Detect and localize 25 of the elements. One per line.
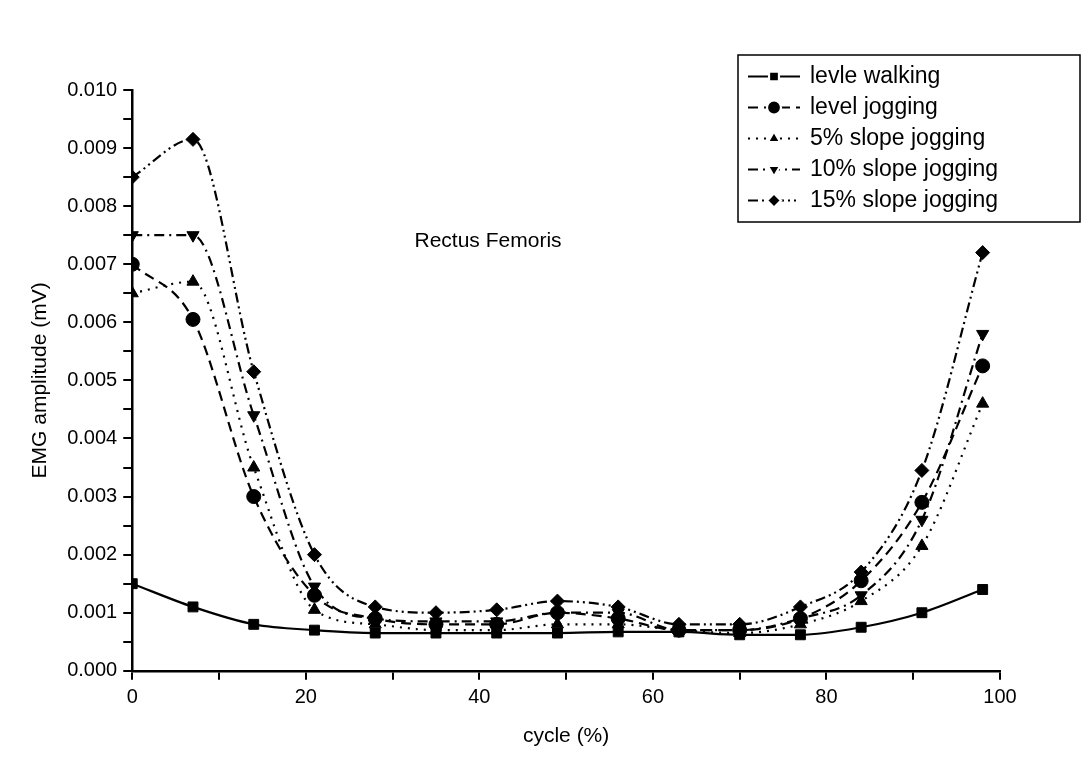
y-tick-label: 0.006 xyxy=(67,309,118,332)
legend-label: 5% slope jogging xyxy=(810,123,986,150)
x-tick-label: 0 xyxy=(126,685,138,708)
x-tick-label: 20 xyxy=(294,685,317,708)
x-tick-label: 80 xyxy=(815,685,838,708)
y-tick-label: 0.000 xyxy=(67,658,118,681)
legend-label: 10% slope jogging xyxy=(810,154,998,181)
y-tick-label: 0.010 xyxy=(67,77,118,100)
y-tick-label: 0.002 xyxy=(67,542,118,565)
y-tick-label: 0.001 xyxy=(67,600,118,623)
legend-label: levle walking xyxy=(810,61,941,88)
y-tick-label: 0.004 xyxy=(67,426,118,448)
x-tick-label: 60 xyxy=(641,685,665,708)
x-axis-title: cycle (%) xyxy=(522,723,610,747)
y-tick-label: 0.008 xyxy=(67,193,118,216)
y-tick-label: 0.009 xyxy=(67,135,118,158)
y-tick-label: 0.003 xyxy=(67,484,118,507)
x-tick-label: 100 xyxy=(983,685,1017,708)
text: Rectus Femoris xyxy=(414,227,562,251)
y-axis-title: EMG amplitude (mV) xyxy=(27,282,51,479)
y-tick-label: 0.007 xyxy=(67,251,118,274)
legend-label: 15% slope jogging xyxy=(810,185,998,212)
x-tick-label: 40 xyxy=(468,685,491,708)
legend-label: level jogging xyxy=(810,92,938,119)
y-tick-label: 0.005 xyxy=(67,367,118,390)
